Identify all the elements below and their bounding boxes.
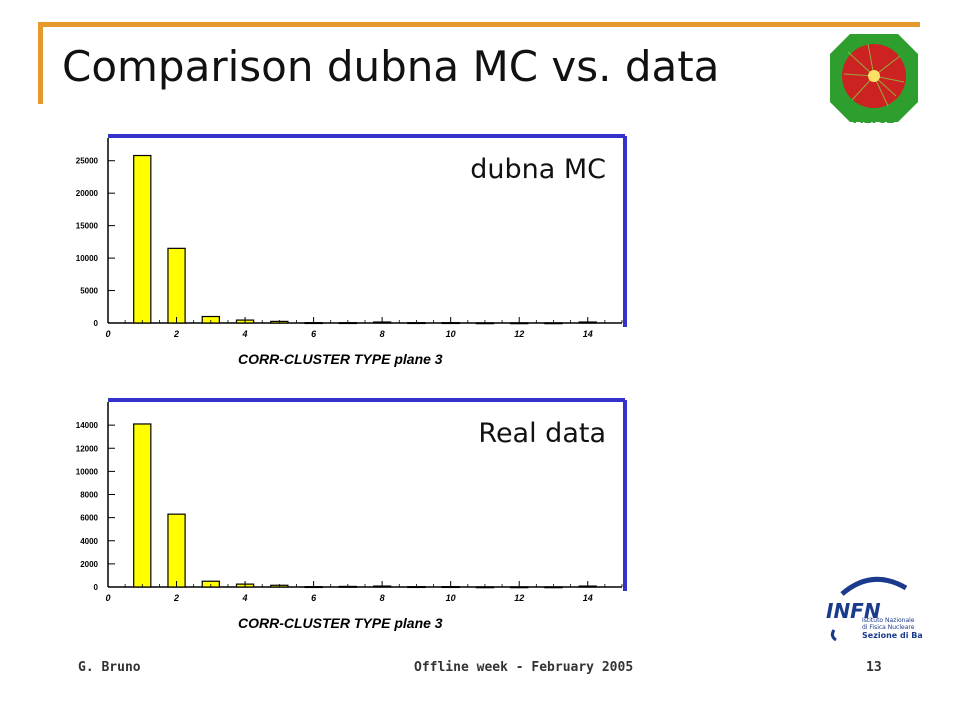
- x-tick-label: 4: [242, 593, 248, 603]
- y-tick-label: 14000: [76, 421, 99, 430]
- chart-real-data: 0 2 4 6 8 10 12 14 0 2000 4000 6000 8000 10000 12000 14…: [40, 392, 640, 652]
- bar-type-1: [133, 423, 152, 588]
- x-tick-label: 2: [173, 329, 179, 339]
- accent-frame-left: [38, 22, 43, 104]
- y-tick-label: 0: [94, 319, 99, 328]
- y-tick-label: 8000: [80, 491, 98, 500]
- y-tick-label: 15000: [76, 222, 99, 231]
- y-tick-label: 25000: [76, 157, 99, 166]
- y-tick-label: 4000: [80, 537, 98, 546]
- y-tick-label: 5000: [80, 287, 98, 296]
- x-axis-label: CORR-CLUSTER TYPE plane 3: [238, 615, 443, 631]
- alice-logo: ALICE: [830, 34, 918, 126]
- x-tick-label: 14: [583, 329, 593, 339]
- infn-logo-line2: di Fisica Nucleare: [862, 624, 915, 631]
- infn-logo-arc: [840, 576, 908, 596]
- infn-logo-line1: Istituto Nazionale: [862, 617, 915, 624]
- x-tick-label: 10: [446, 329, 456, 339]
- chart-dubna-mc-svg: 0 2 4 6 8 10 12 14 0 5000 10000 15000 20000 25000 dubn…: [76, 134, 627, 367]
- x-tick-label: 12: [514, 593, 524, 603]
- x-tick-label: 12: [514, 329, 524, 339]
- bar-type-2: [167, 513, 186, 588]
- infn-logo: INFN Istituto Nazionale di Fisica Nuclea…: [826, 576, 922, 642]
- infn-logo-swoosh: [830, 629, 837, 642]
- y-tick-label: 6000: [80, 514, 98, 523]
- bar-type-1: [133, 154, 152, 324]
- slide-title: Comparison dubna MC vs. data: [62, 42, 720, 91]
- footer-event: Offline week - February 2005: [414, 660, 634, 675]
- y-tick-label: 10000: [76, 254, 99, 263]
- x-tick-label: 0: [105, 329, 110, 339]
- y-tick-label: 20000: [76, 189, 99, 198]
- y-tick-label: 0: [94, 583, 99, 592]
- alice-logo-text: ALICE: [853, 112, 895, 126]
- chart-real-data-svg: 0 2 4 6 8 10 12 14 0 2000 4000 6000 8000 10000 12000 14…: [76, 398, 627, 631]
- y-tick-label: 10000: [76, 467, 99, 476]
- footer-page: 13: [866, 660, 882, 675]
- accent-frame-top: [38, 22, 920, 27]
- x-tick-label: 6: [311, 329, 317, 339]
- x-axis-label: CORR-CLUSTER TYPE plane 3: [238, 351, 443, 367]
- x-tick-label: 4: [242, 329, 248, 339]
- footer-author: G. Bruno: [78, 660, 141, 675]
- bar-type-12: [510, 586, 529, 589]
- infn-logo-line3: Sezione di Bari: [862, 631, 922, 640]
- chart-annotation: dubna MC: [470, 154, 606, 185]
- x-tick-label: 10: [446, 593, 456, 603]
- infn-logo-mark: INFN: [826, 599, 881, 623]
- x-tick-label: 2: [173, 593, 179, 603]
- x-tick-label: 8: [380, 593, 385, 603]
- bar-type-13: [544, 586, 563, 589]
- x-tick-label: 8: [380, 329, 385, 339]
- bar-type-11: [475, 586, 495, 589]
- chart-dubna-mc: 0 2 4 6 8 10 12 14 0 5000 10000 15000 20000 25000 dubn…: [40, 128, 640, 388]
- chart-annotation: Real data: [478, 418, 606, 449]
- x-tick-label: 6: [311, 593, 317, 603]
- bar-type-2: [167, 247, 186, 324]
- x-tick-label: 0: [105, 593, 110, 603]
- y-tick-label: 12000: [76, 444, 99, 453]
- x-tick-label: 14: [583, 593, 593, 603]
- y-tick-label: 2000: [80, 560, 98, 569]
